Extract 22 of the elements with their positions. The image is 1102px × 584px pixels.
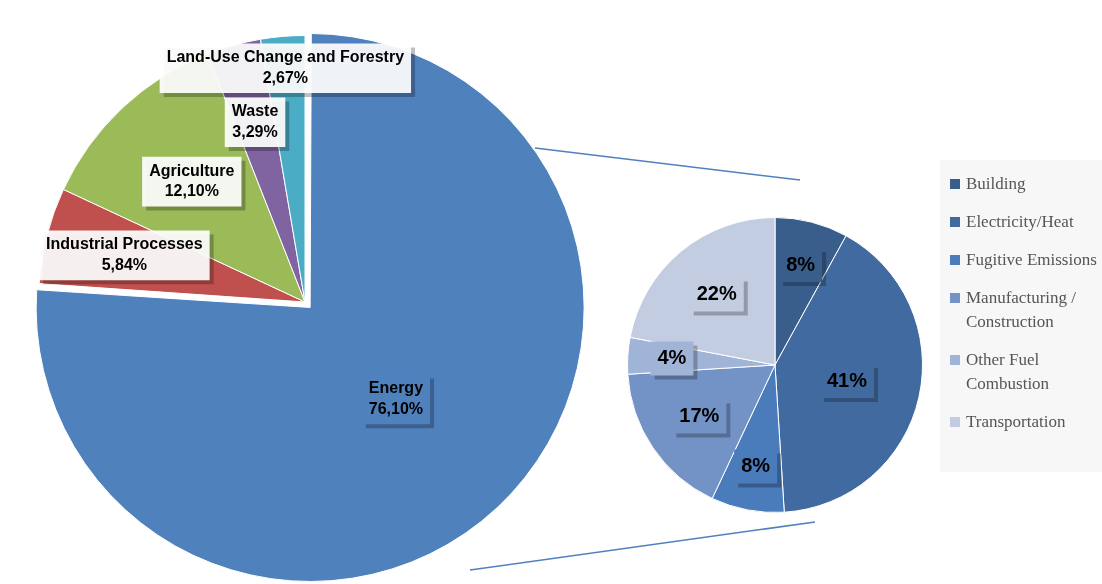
data-label: 3,29% [232, 123, 278, 141]
data-label: 41% [826, 368, 868, 391]
legend-label: Manufacturing / Construction [966, 287, 1077, 333]
data-label: 22% [696, 282, 737, 305]
slice-label: Waste [231, 102, 279, 120]
legend-label: Building [966, 173, 1026, 195]
legend-label: Electricity/Heat [966, 211, 1074, 233]
data-label: 4% [657, 346, 687, 369]
slice-label: Land-Use Change and Forestry [166, 48, 405, 66]
data-label: 2,67% [262, 69, 309, 87]
legend-label: Transportation [966, 411, 1066, 433]
slice-label: Agriculture [149, 161, 235, 179]
data-label: 12,10% [164, 182, 219, 200]
slice-label: Energy [368, 379, 424, 397]
legend-label: Fugitive Emissions [966, 249, 1097, 271]
data-label: 17% [679, 403, 720, 426]
data-label: 5,84% [101, 256, 148, 274]
slice-label: Industrial Processes [46, 235, 203, 253]
data-label: 76,10% [368, 400, 424, 418]
data-label: 8% [786, 252, 816, 275]
legend-label: Other Fuel Combustion [966, 349, 1051, 395]
data-label: 8% [741, 453, 771, 476]
